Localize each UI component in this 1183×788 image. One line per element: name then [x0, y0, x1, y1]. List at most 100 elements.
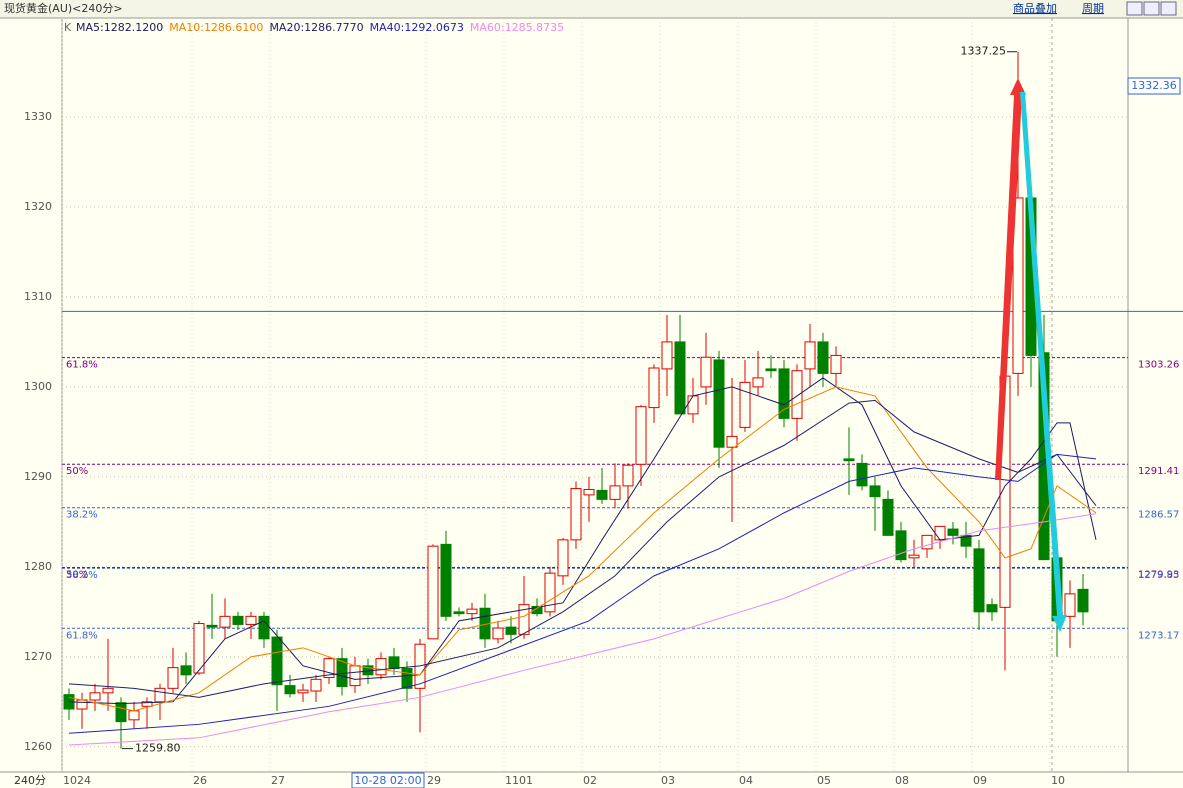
- price-box: [1127, 77, 1181, 95]
- candle-body: [167, 667, 179, 689]
- fib-value-label: 1273.17: [1138, 630, 1179, 641]
- x-tick-label: 27: [271, 774, 285, 787]
- candle-body: [934, 525, 946, 541]
- fib-pct-label: 38.2%: [66, 570, 98, 581]
- cursor-box: [351, 772, 425, 788]
- candle-body: [947, 528, 959, 536]
- x-tick-label: 09: [973, 774, 987, 787]
- period-label: 240分: [14, 774, 46, 787]
- y-tick-label: 1310: [24, 290, 52, 303]
- candle-body: [440, 543, 452, 617]
- candle-body: [791, 370, 803, 419]
- candle-body: [102, 687, 114, 694]
- x-tick-label: 29: [427, 774, 441, 787]
- y-tick-label: 1320: [24, 200, 52, 213]
- candle-body: [921, 534, 933, 550]
- candle-body: [505, 626, 517, 635]
- candle-body: [245, 615, 257, 625]
- candle-body: [128, 710, 140, 721]
- fib-pct-label: 50%: [66, 466, 88, 477]
- candle-body: [817, 341, 829, 374]
- fib-pct-label: 61.8%: [66, 360, 98, 371]
- legend-entry: MA40:1292.0673: [370, 21, 464, 34]
- y-tick-label: 1330: [24, 110, 52, 123]
- candle-body: [427, 545, 439, 640]
- candle-body: [973, 548, 985, 613]
- candle-body: [1012, 197, 1024, 374]
- y-tick-label: 1260: [24, 740, 52, 753]
- nav-button[interactable]: [1126, 1, 1143, 16]
- ma-line: [68, 453, 1097, 734]
- candle-body: [986, 604, 998, 613]
- candle-body: [375, 658, 387, 676]
- candle-body: [908, 554, 920, 559]
- legend-entry: MA10:1286.6100: [169, 21, 263, 34]
- x-tick-label: 1101: [505, 774, 533, 787]
- candle-body: [687, 395, 699, 415]
- candle-body: [180, 665, 192, 676]
- candle-body: [635, 406, 647, 465]
- candle-body: [752, 377, 764, 388]
- high-annotation: 1337.25: [961, 45, 1007, 58]
- candle-body: [531, 605, 543, 615]
- ma-line: [68, 386, 1097, 712]
- candle-body: [297, 689, 309, 694]
- candle-body: [726, 435, 738, 448]
- fib-value-label: 1303.26: [1138, 360, 1179, 371]
- fib-value-label: 1286.57: [1138, 510, 1179, 521]
- ma-line: [68, 513, 1097, 746]
- candle-body: [544, 572, 556, 613]
- y-tick-label: 1270: [24, 650, 52, 663]
- candle-body: [388, 656, 400, 670]
- x-tick-label: 10: [1051, 774, 1065, 787]
- candle-body: [830, 354, 842, 374]
- ma-line: [68, 377, 1097, 705]
- legend-entry: MA20:1286.7770: [269, 21, 363, 34]
- fib-value-label: 1279.85: [1138, 570, 1179, 581]
- candle-body: [895, 530, 907, 561]
- fib-pct-label: 50%: [66, 569, 88, 580]
- x-tick-label: 1024: [63, 774, 91, 787]
- cursor-label: 10-28 02:00: [354, 774, 421, 787]
- candle-body: [206, 624, 218, 628]
- legend-entry: MA60:1285.8735: [470, 21, 564, 34]
- candle-body: [115, 702, 127, 723]
- low-annotation: 1259.80: [135, 742, 181, 755]
- x-tick-label: 04: [739, 774, 753, 787]
- ma-line: [68, 399, 1097, 698]
- candle-body: [154, 687, 166, 703]
- fib-pct-label: 61.8%: [66, 630, 98, 641]
- candle-body: [570, 488, 582, 541]
- nav-button[interactable]: [1143, 1, 1160, 16]
- candle-body: [310, 678, 322, 692]
- candle-body: [141, 701, 153, 707]
- candle-body: [804, 341, 816, 370]
- candle-body: [843, 458, 855, 462]
- candle-body: [271, 636, 283, 686]
- overlay-button[interactable]: 商品叠加: [1013, 1, 1057, 15]
- candle-body: [557, 539, 569, 577]
- candle-body: [76, 699, 88, 710]
- candle-body: [1077, 588, 1089, 613]
- candle-body: [856, 462, 868, 487]
- nav-button[interactable]: [1160, 1, 1177, 16]
- legend-entry: MA5:1282.1200: [76, 21, 163, 34]
- candle-body: [778, 368, 790, 419]
- candle-body: [466, 608, 478, 615]
- period-button[interactable]: 周期: [1082, 2, 1104, 15]
- candle-body: [518, 604, 530, 635]
- candle-body: [713, 359, 725, 448]
- candle-body: [232, 615, 244, 625]
- candle-body: [700, 356, 712, 388]
- price-box-label: 1332.36: [1131, 79, 1177, 92]
- candle-body: [323, 658, 335, 679]
- candle-body: [869, 485, 881, 498]
- candle-body: [648, 367, 660, 409]
- candle-body: [622, 464, 634, 487]
- up-arrow: [995, 78, 1026, 480]
- candle-body: [882, 498, 894, 536]
- y-tick-label: 1300: [24, 380, 52, 393]
- candle-body: [609, 485, 621, 500]
